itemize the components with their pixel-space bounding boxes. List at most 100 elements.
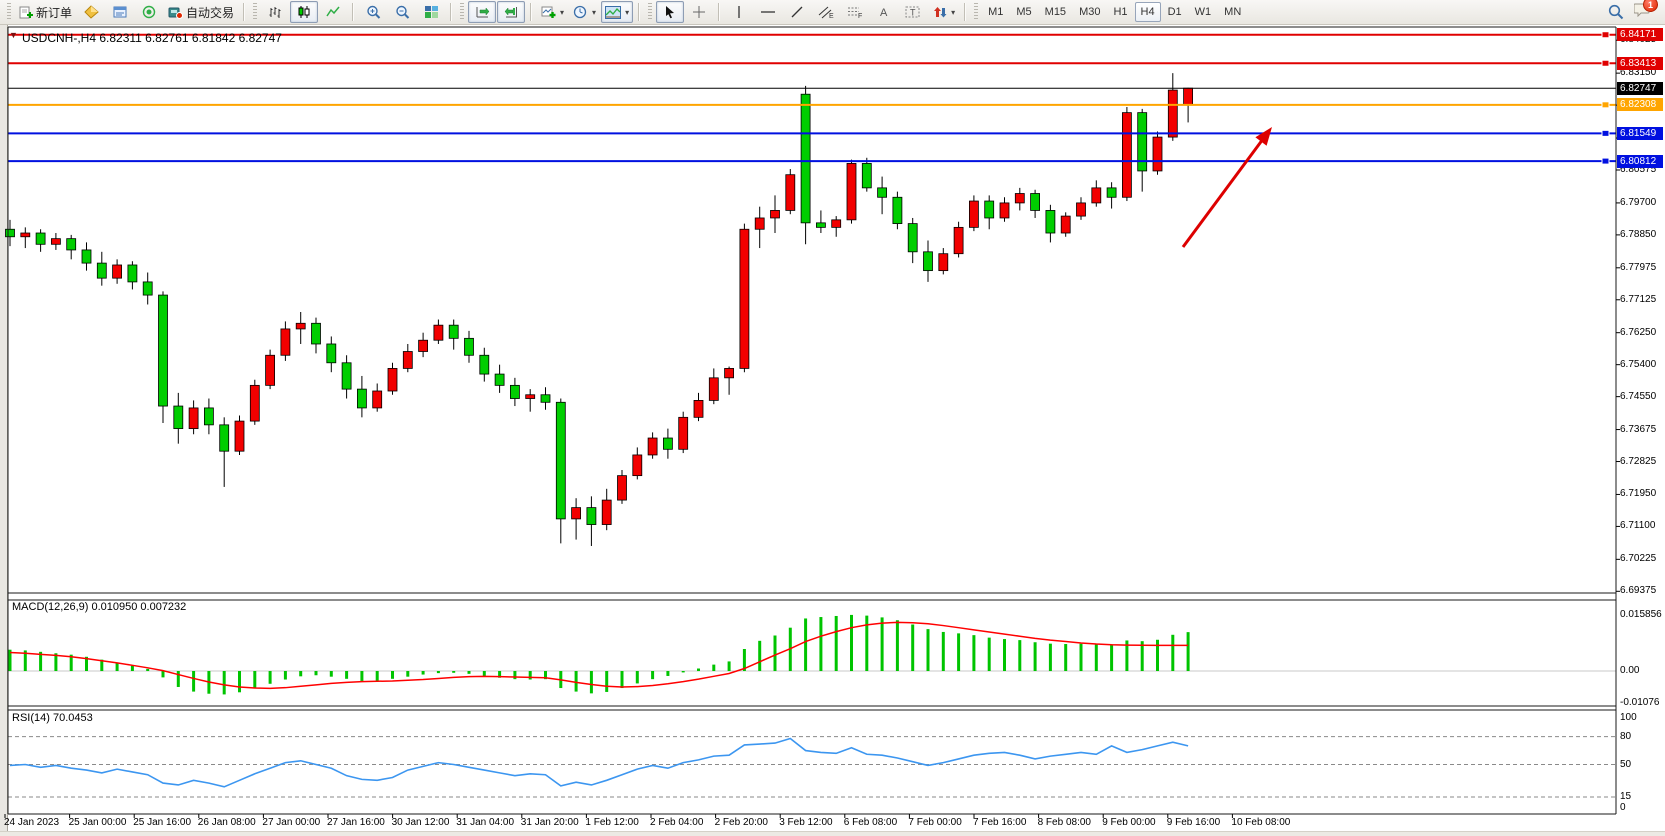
candle-body[interactable] — [1060, 215, 1071, 234]
candle-body[interactable] — [953, 226, 964, 255]
candle-body[interactable] — [66, 238, 77, 251]
candle-body[interactable] — [464, 337, 474, 356]
timeframe-button-m1[interactable]: M1 — [988, 6, 1004, 18]
candle-body[interactable] — [1152, 136, 1163, 172]
chart-shift-button[interactable] — [497, 1, 526, 23]
annotation-arrow-head[interactable] — [1255, 127, 1272, 146]
candle-body[interactable] — [127, 264, 138, 283]
candle-body[interactable] — [1076, 202, 1086, 217]
candle-body[interactable] — [433, 324, 444, 341]
periodicity-button[interactable]: ▾ — [569, 1, 600, 23]
candle-body[interactable] — [1045, 210, 1056, 234]
candle-body[interactable] — [1122, 112, 1132, 198]
candle-body[interactable] — [280, 328, 291, 356]
horizontal-line-button[interactable] — [754, 1, 782, 23]
candle-body[interactable] — [341, 362, 352, 390]
annotation-arrow-shaft[interactable] — [1181, 138, 1265, 248]
candle-body[interactable] — [1137, 112, 1148, 172]
candle-body[interactable] — [571, 507, 581, 520]
candle-body[interactable] — [203, 407, 214, 426]
candle-body[interactable] — [739, 228, 750, 369]
hline-drag-handle[interactable] — [1601, 157, 1610, 165]
candle-body[interactable] — [494, 373, 505, 386]
candle-body[interactable] — [112, 264, 122, 279]
timeframe-button-h1[interactable]: H1 — [1113, 6, 1128, 18]
candle-body[interactable] — [693, 400, 704, 418]
candle-body[interactable] — [923, 251, 933, 272]
candle-body[interactable] — [51, 238, 61, 245]
candle-body[interactable] — [938, 253, 949, 272]
hline-drag-handle[interactable] — [1601, 101, 1610, 109]
timeframe-button-h4[interactable]: H4 — [1134, 2, 1161, 22]
zoom-out-button[interactable] — [388, 1, 416, 23]
candle-body[interactable] — [295, 322, 306, 330]
candle-body[interactable] — [81, 249, 92, 264]
auto-scroll-button[interactable] — [468, 1, 497, 23]
hline-price-tag[interactable]: 6.84171 — [1617, 28, 1663, 42]
new-order-button[interactable]: 新订单 — [15, 1, 76, 23]
candle-body[interactable] — [861, 163, 872, 189]
candle-body[interactable] — [525, 394, 536, 399]
zoom-in-button[interactable] — [359, 1, 387, 23]
candle-body[interactable] — [96, 262, 107, 279]
hline-price-tag[interactable]: 6.83413 — [1617, 56, 1663, 70]
candle-body[interactable] — [877, 187, 887, 198]
timeframe-button-m30[interactable]: M30 — [1079, 6, 1101, 18]
candle-body[interactable] — [448, 324, 459, 339]
candle-body[interactable] — [188, 407, 199, 430]
candle-body[interactable] — [540, 394, 551, 403]
candle-body[interactable] — [372, 390, 383, 409]
candle-body[interactable] — [265, 354, 276, 386]
candle-body[interactable] — [1106, 187, 1117, 198]
candle-body[interactable] — [311, 322, 321, 345]
candle-body[interactable] — [402, 351, 413, 369]
cursor-button[interactable] — [656, 1, 685, 23]
candle-body[interactable] — [846, 163, 857, 221]
candle-body[interactable] — [969, 200, 979, 228]
candle-body[interactable] — [663, 437, 673, 450]
candle-body[interactable] — [754, 217, 765, 230]
new-chart-button[interactable]: ▾ — [537, 1, 568, 23]
signals-button[interactable] — [135, 1, 163, 23]
candle-body[interactable] — [1167, 89, 1178, 138]
candle-body[interactable] — [678, 416, 689, 450]
candle-body[interactable] — [387, 368, 398, 392]
candle-body[interactable] — [219, 424, 230, 452]
candle-body[interactable] — [999, 202, 1010, 219]
fibonacci-button[interactable]: F — [841, 1, 869, 23]
bar-chart-button[interactable] — [261, 1, 289, 23]
candle-body[interactable] — [142, 281, 153, 296]
candle-body[interactable] — [479, 354, 490, 375]
candle-body[interactable] — [326, 343, 337, 364]
timeframe-button-m15[interactable]: M15 — [1044, 6, 1067, 18]
trendline-button[interactable] — [783, 1, 811, 23]
candle-body[interactable] — [1183, 87, 1193, 106]
candle-body[interactable] — [632, 454, 643, 477]
candle-body[interactable] — [5, 228, 15, 238]
timeframe-button-d1[interactable]: D1 — [1167, 6, 1182, 18]
chart-template-button[interactable]: ▾ — [601, 1, 634, 23]
autotrade-button[interactable]: 自动交易 — [164, 1, 238, 23]
candle-body[interactable] — [907, 223, 918, 253]
arrows-button[interactable]: ▾ — [928, 1, 959, 23]
candle-body[interactable] — [1014, 193, 1025, 204]
candle-body[interactable] — [356, 388, 367, 409]
candle-body[interactable] — [816, 222, 826, 228]
data-window-button[interactable] — [106, 1, 134, 23]
candlestick-chart-button[interactable] — [290, 1, 319, 23]
timeframe-button-mn[interactable]: MN — [1224, 6, 1242, 18]
vertical-line-button[interactable] — [725, 1, 753, 23]
text-button[interactable]: A — [870, 1, 898, 23]
hline-drag-handle[interactable] — [1601, 31, 1610, 39]
crosshair-button[interactable] — [685, 1, 713, 23]
candle-body[interactable] — [158, 294, 168, 407]
timeframe-button-m5[interactable]: M5 — [1016, 6, 1032, 18]
candle-body[interactable] — [555, 401, 566, 520]
notifications-button[interactable]: 1 — [1633, 0, 1658, 22]
candle-body[interactable] — [601, 499, 612, 525]
tile-windows-button[interactable] — [417, 1, 445, 23]
equidistant-channel-button[interactable]: E — [812, 1, 840, 23]
market-watch-button[interactable] — [77, 1, 105, 23]
candle-body[interactable] — [800, 93, 811, 224]
